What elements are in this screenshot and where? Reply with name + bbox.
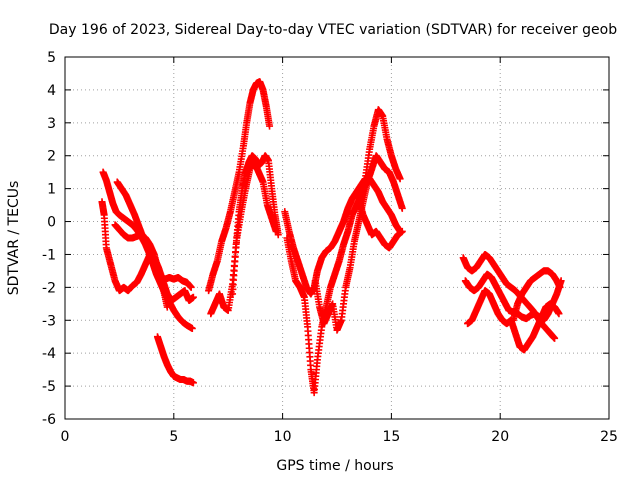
y-tick-label: -4 bbox=[42, 346, 56, 362]
x-tick-label: 20 bbox=[491, 429, 509, 445]
data-point bbox=[266, 122, 274, 130]
y-tick-label: -6 bbox=[42, 412, 56, 428]
series-group bbox=[205, 78, 274, 295]
y-tick-label: 0 bbox=[47, 215, 56, 231]
series-group bbox=[229, 152, 282, 298]
series-group bbox=[281, 106, 404, 298]
data-point bbox=[274, 231, 282, 239]
y-tick-label: 5 bbox=[47, 50, 56, 66]
data-point bbox=[187, 283, 195, 291]
data-point bbox=[396, 175, 404, 183]
plot-frame bbox=[64, 56, 610, 420]
data-point bbox=[398, 227, 406, 235]
y-tick-label: -2 bbox=[42, 280, 56, 296]
series-group bbox=[509, 267, 564, 324]
y-tick-label: -3 bbox=[42, 313, 56, 329]
series-group bbox=[153, 333, 197, 387]
y-tick-label: 4 bbox=[47, 83, 56, 99]
y-axis-label: SDTVAR / TECUs bbox=[6, 181, 22, 296]
data-point bbox=[163, 303, 171, 311]
x-tick-label: 15 bbox=[382, 429, 400, 445]
data-point bbox=[189, 293, 197, 301]
data-points bbox=[98, 78, 565, 397]
data-point bbox=[188, 325, 196, 332]
y-tick-label: 1 bbox=[47, 182, 56, 198]
series-group bbox=[355, 195, 406, 252]
data-point bbox=[398, 204, 406, 212]
y-tick-label: 3 bbox=[47, 116, 56, 132]
data-point bbox=[551, 334, 559, 342]
x-axis-label: GPS time / hours bbox=[276, 458, 393, 474]
y-tick-label: -1 bbox=[42, 247, 56, 263]
grid-lines bbox=[65, 57, 609, 419]
y-tick-label: -5 bbox=[42, 379, 56, 395]
data-point bbox=[189, 379, 197, 387]
data-point bbox=[556, 283, 564, 291]
x-tick-label: 25 bbox=[600, 429, 618, 445]
series-group bbox=[111, 221, 171, 311]
x-tick-label: 5 bbox=[169, 429, 178, 445]
data-point bbox=[555, 310, 563, 318]
y-tick-label: 2 bbox=[47, 149, 56, 165]
series-group bbox=[311, 152, 406, 334]
chart-title: Day 196 of 2023, Sidereal Day-to-day VTE… bbox=[49, 22, 617, 38]
x-tick-label: 10 bbox=[274, 429, 292, 445]
x-tick-label: 0 bbox=[61, 429, 70, 445]
series-group bbox=[459, 250, 559, 342]
